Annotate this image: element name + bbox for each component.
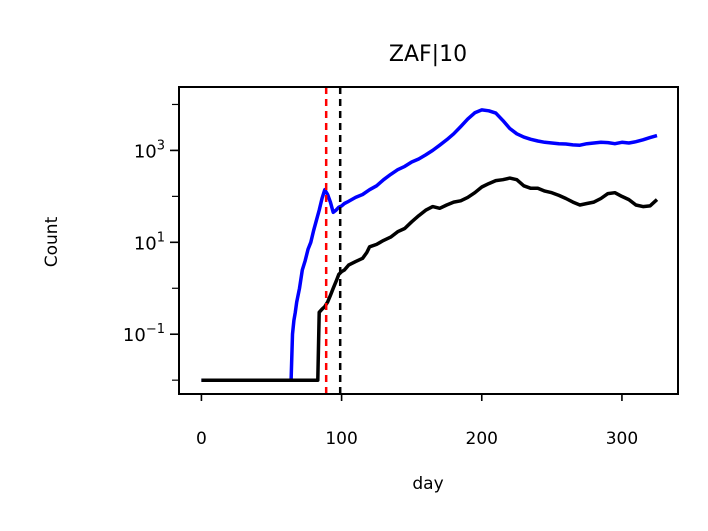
chart-title: ZAF|10 xyxy=(389,42,467,67)
series-line-0 xyxy=(201,108,658,382)
x-tick-label: 100 xyxy=(325,429,357,449)
x-axis-label: day xyxy=(412,474,443,494)
x-tick-label: 200 xyxy=(466,429,498,449)
y-tick-label: 10−1 xyxy=(123,322,165,346)
x-tick-label: 300 xyxy=(606,429,638,449)
y-tick-label: 103 xyxy=(134,138,165,162)
series-line-1 xyxy=(201,176,659,382)
y-axis: 10−1 101 103 xyxy=(123,103,179,381)
x-axis: 0 100 200 300 xyxy=(196,394,638,449)
y-axis-label: Count xyxy=(42,216,62,267)
plot-frame xyxy=(178,86,679,395)
plot-area xyxy=(201,87,659,394)
x-tick-label: 0 xyxy=(196,429,207,449)
y-tick-label: 101 xyxy=(134,230,165,254)
